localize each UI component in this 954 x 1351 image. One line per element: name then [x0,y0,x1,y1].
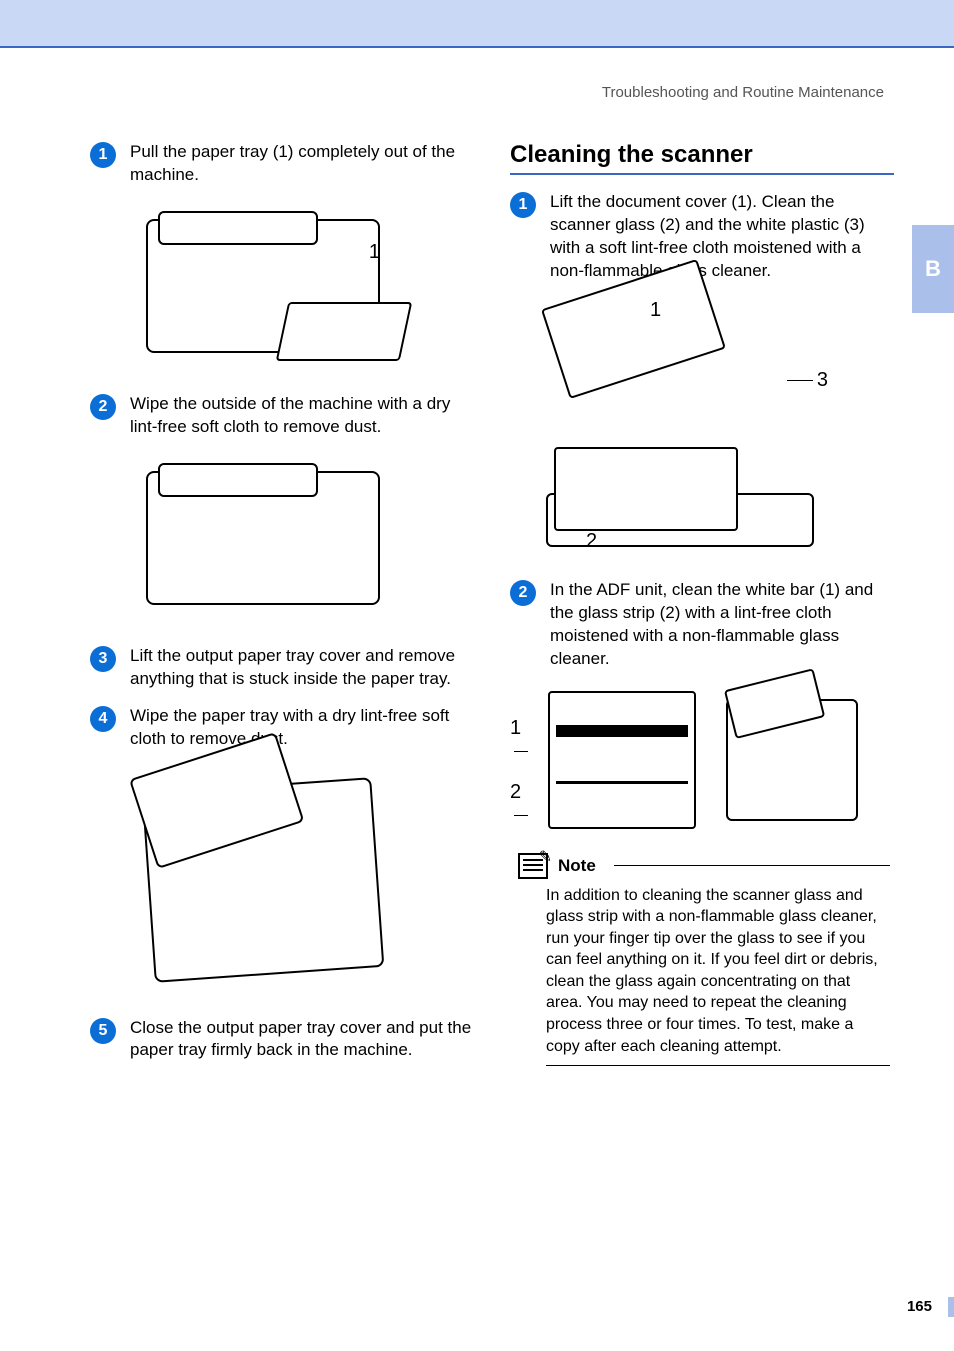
left-column: 1 Pull the paper tray (1) completely out… [90,141,474,1076]
right-column: Cleaning the scanner 1 Lift the document… [510,141,894,1076]
figure-callout-2: 2 [510,781,521,803]
note-body: In addition to cleaning the scanner glas… [546,885,890,1067]
step-badge: 2 [510,580,536,606]
step-badge: 2 [90,394,116,420]
step-text: Lift the output paper tray cover and rem… [130,645,474,691]
step-text: Close the output paper tray cover and pu… [130,1017,474,1063]
printer-illustration: 1 [128,201,398,371]
figure-callout-1: 1 [650,299,661,321]
step-badge: 5 [90,1018,116,1044]
top-band [0,0,954,46]
note-block: Note In addition to cleaning the scanner… [518,853,890,1067]
step-text: Wipe the paper tray with a dry lint-free… [130,705,474,751]
step-text: Pull the paper tray (1) completely out o… [130,141,474,187]
step-badge: 1 [90,142,116,168]
scanner-illustration: 1 3 2 [530,297,830,557]
step-text: Wipe the outside of the machine with a d… [130,393,474,439]
left-figure-3 [128,765,474,995]
step-text: In the ADF unit, clean the white bar (1)… [550,579,894,671]
two-column-layout: 1 Pull the paper tray (1) completely out… [90,141,894,1076]
step-badge: 1 [510,192,536,218]
left-step-3: 3 Lift the output paper tray cover and r… [90,645,474,691]
step-text: Lift the document cover (1). Clean the s… [550,191,894,283]
section-rule [510,173,894,175]
figure-callout-2: 2 [586,530,597,552]
right-step-2: 2 In the ADF unit, clean the white bar (… [510,579,894,671]
right-figure-1: 1 3 2 [530,297,894,557]
adf-closeup-illustration [542,685,702,835]
left-step-2: 2 Wipe the outside of the machine with a… [90,393,474,439]
step-badge: 3 [90,646,116,672]
left-step-5: 5 Close the output paper tray cover and … [90,1017,474,1063]
section-heading: Cleaning the scanner [510,141,894,169]
figure-callout-1: 1 [369,241,380,263]
left-step-4: 4 Wipe the paper tray with a dry lint-fr… [90,705,474,751]
note-icon [518,853,548,879]
page-body: Troubleshooting and Routine Maintenance … [0,48,954,1351]
note-rule [614,865,890,866]
left-figure-2 [128,453,474,623]
printer-illustration [128,453,398,623]
right-step-1: 1 Lift the document cover (1). Clean the… [510,191,894,283]
tray-illustration [128,765,398,995]
page-number: 165 [874,1297,954,1317]
note-title: Note [558,856,596,876]
running-header: Troubleshooting and Routine Maintenance [90,84,894,101]
page-number-value: 165 [907,1298,944,1315]
adf-open-illustration [712,685,872,835]
left-step-1: 1 Pull the paper tray (1) completely out… [90,141,474,187]
page-number-accent [948,1297,954,1317]
left-figure-1: 1 [128,201,474,371]
figure-callout-1: 1 [510,717,521,739]
figure-callout-3: 3 [817,369,828,391]
step-badge: 4 [90,706,116,732]
right-figure-2: 1 2 [510,685,894,835]
